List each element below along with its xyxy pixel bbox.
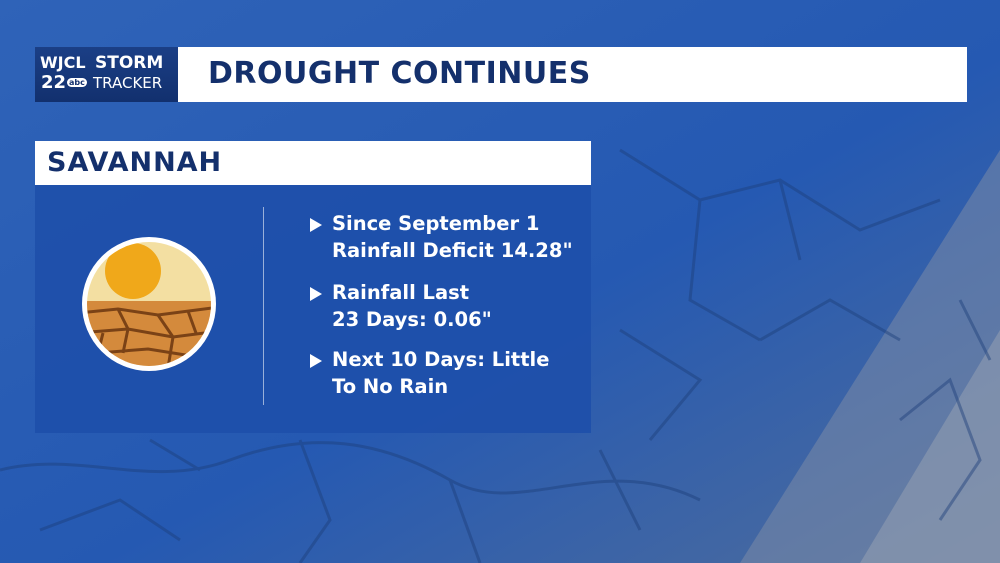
panel-title: SAVANNAH — [47, 147, 223, 178]
bullet-text: Since September 1 — [332, 212, 540, 235]
bullet-arrow — [310, 218, 322, 232]
bullet-text: Rainfall Last — [332, 281, 470, 304]
panel-header: SAVANNAH — [35, 141, 591, 185]
logo-station: WJCL — [40, 53, 86, 72]
logo-brand-top: STORM — [95, 53, 164, 73]
bullet-arrow — [310, 287, 322, 301]
divider — [263, 207, 264, 405]
logo-channel: 22 — [41, 72, 67, 93]
header-title: DROUGHT CONTINUES — [208, 56, 591, 91]
logo-brand-bottom: TRACKER — [93, 74, 163, 92]
bullet-text: Rainfall Deficit 14.28" — [332, 239, 573, 262]
drought-icon — [82, 237, 216, 371]
station-logo: WJCL 22 abc STORM TRACKER — [35, 47, 178, 102]
bullet-text: 23 Days: 0.06" — [332, 308, 492, 331]
bullet-arrow — [310, 354, 322, 368]
bullet-text: Next 10 Days: Little — [332, 348, 550, 371]
bullet-text: To No Rain — [332, 375, 449, 398]
header-bar: DROUGHT CONTINUES — [178, 47, 967, 102]
logo-network: abc — [67, 78, 87, 87]
